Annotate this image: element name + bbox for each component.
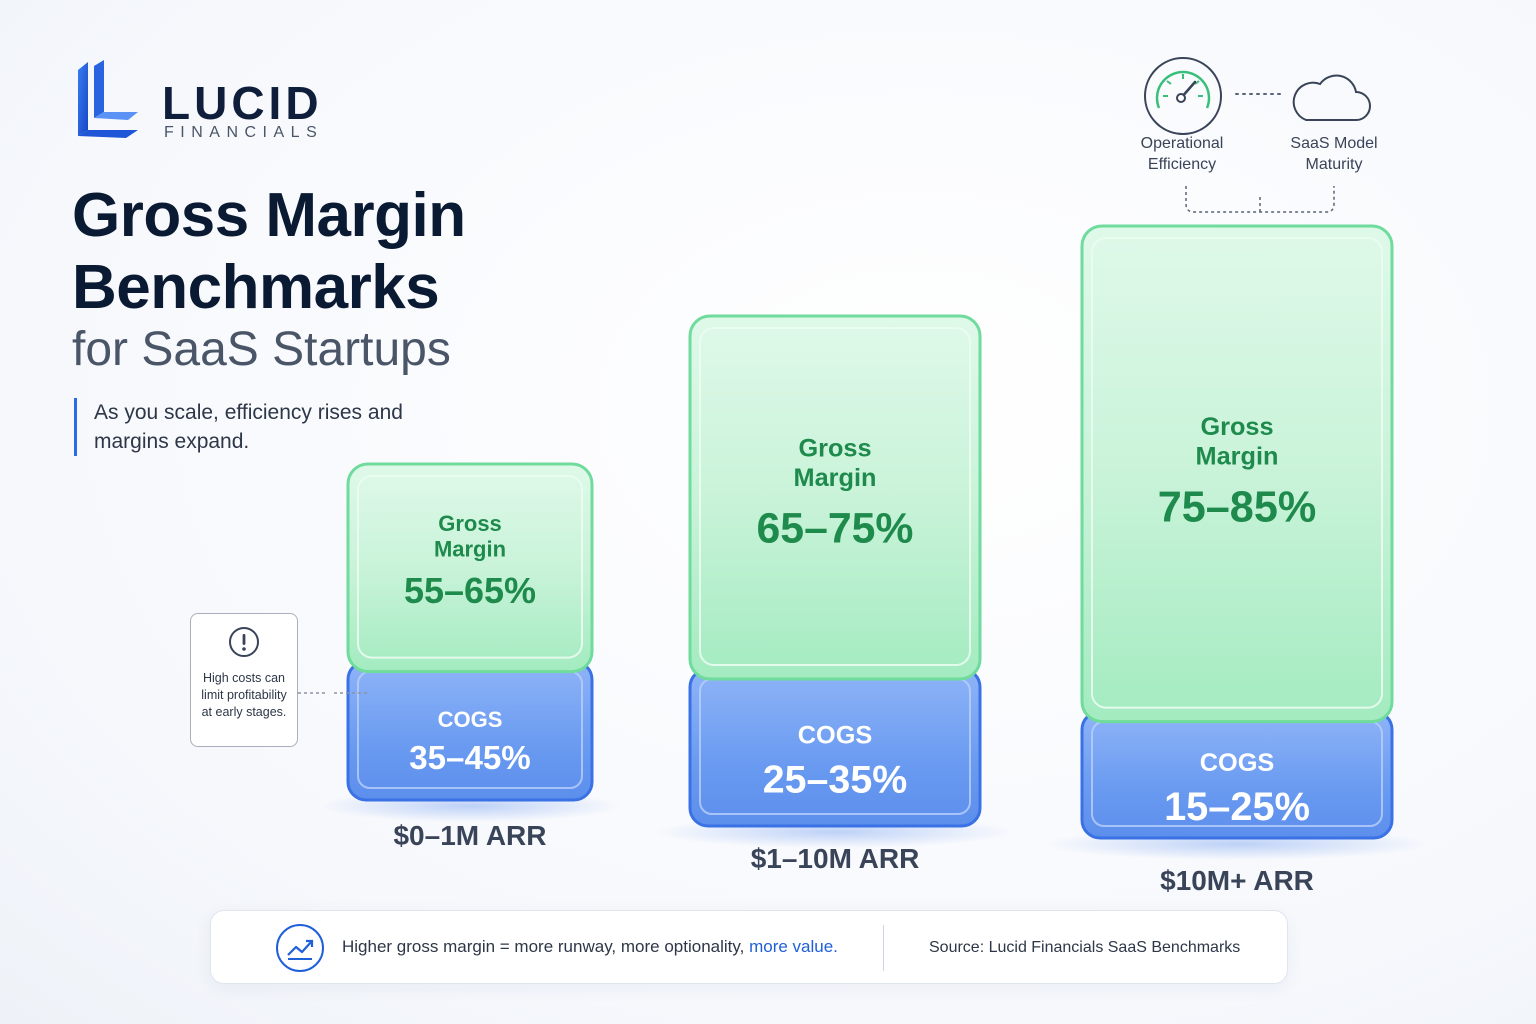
bar-gross-margin	[688, 314, 982, 681]
cogs-value-label: 35–45%	[409, 740, 531, 777]
cogs-name-label: COGS	[798, 722, 873, 750]
trend-up-icon	[276, 924, 324, 972]
category-label: $0–1M ARR	[393, 820, 546, 851]
tagline: As you scale, efficiency rises and margi…	[74, 398, 454, 456]
gm-name-label: Gross Margin	[794, 435, 877, 492]
gm-value-label: 65–75%	[757, 504, 914, 552]
cogs-name-label: COGS	[1200, 749, 1275, 777]
driver-bracket	[1185, 186, 1335, 213]
gm-name-label: Gross Margin	[434, 511, 506, 561]
page-title-line-1: Gross Margin	[72, 181, 466, 250]
bar-gross-margin-inner	[1091, 237, 1383, 709]
gm-name-word: Margin	[794, 464, 877, 492]
gm-name-word: Gross	[1200, 413, 1273, 441]
cloud-icon	[1292, 74, 1371, 121]
brand-name: LUCID	[162, 77, 323, 129]
footer-bar: Higher gross margin = more runway, more …	[210, 910, 1288, 984]
cogs-value-label: 25–35%	[763, 757, 907, 801]
footer-source: Source: Lucid Financials SaaS Benchmarks	[929, 939, 1241, 956]
driver-label-maturity: SaaS Model Maturity	[1290, 135, 1378, 173]
footer-message-accent: more value.	[749, 937, 838, 956]
gm-value-label: 75–85%	[1158, 484, 1317, 532]
gm-name-label: Gross Margin	[1196, 413, 1279, 470]
page-subtitle: for SaaS Startups	[72, 323, 451, 376]
brand-sub: FINANCIALS	[164, 124, 324, 141]
cogs-name-label: COGS	[438, 707, 503, 732]
bar-gross-margin-inner	[357, 475, 583, 659]
category-label: $10M+ ARR	[1160, 865, 1314, 896]
gm-name-word: Gross	[798, 435, 871, 463]
gm-name-word: Gross	[438, 511, 502, 536]
gauge-icon	[1144, 57, 1222, 135]
driver-connector	[1235, 93, 1285, 95]
brand-logo: LUCID FINANCIALS	[76, 60, 346, 144]
callout-box: High costs can limit profitability at ea…	[190, 613, 298, 747]
bar-gross-margin	[346, 462, 594, 674]
gm-name-word: Margin	[434, 536, 506, 561]
footer-message: Higher gross margin = more runway, more …	[342, 937, 838, 957]
category-label: $1–10M ARR	[751, 843, 920, 874]
callout-text: High costs can limit profitability at ea…	[201, 671, 287, 719]
gm-name-word: Margin	[1196, 442, 1279, 470]
gm-value-label: 55–65%	[404, 570, 536, 611]
lucid-logo-icon	[78, 60, 138, 138]
bar-gross-margin	[1080, 224, 1394, 724]
footer-divider	[883, 925, 884, 971]
page-title-line-2: Benchmarks	[72, 253, 440, 322]
footer-message-text: Higher gross margin = more runway, more …	[342, 937, 745, 956]
exclamation-circle-icon	[229, 627, 259, 657]
driver-label-efficiency: Operational Efficiency	[1140, 135, 1224, 173]
callout-connector	[298, 692, 370, 694]
bar-gross-margin-inner	[699, 327, 971, 666]
cogs-value-label: 15–25%	[1164, 785, 1310, 829]
